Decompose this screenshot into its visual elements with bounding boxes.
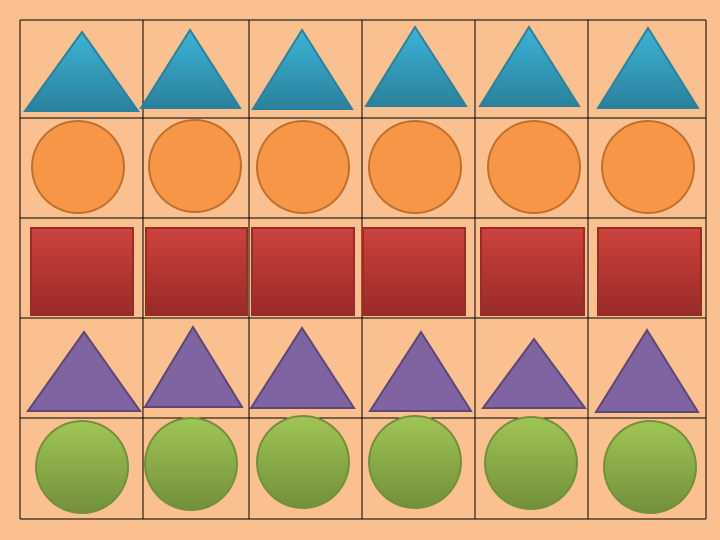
orange-circle-shape: [31, 120, 125, 214]
blue-triangle-shape: [478, 25, 581, 107]
green-circle-shape: [35, 420, 129, 514]
red-square-shape: [362, 227, 466, 316]
blue-triangle-shape: [364, 25, 468, 107]
purple-triangle-shape: [249, 326, 356, 409]
red-square-shape: [145, 227, 248, 316]
red-square-shape: [30, 227, 134, 316]
green-circle-shape: [484, 416, 578, 510]
green-circle-shape: [368, 415, 462, 509]
purple-triangle-shape: [26, 330, 142, 412]
red-square-shape: [251, 227, 355, 316]
red-square-shape: [597, 227, 702, 316]
orange-circle-shape: [256, 120, 350, 214]
green-circle-shape: [256, 415, 350, 509]
orange-circle-shape: [601, 120, 695, 214]
green-circle-shape: [144, 417, 238, 511]
purple-triangle-shape: [143, 325, 244, 408]
purple-triangle-shape: [481, 337, 587, 409]
red-square-shape: [480, 227, 585, 316]
purple-triangle-shape: [368, 330, 473, 412]
orange-circle-shape: [487, 120, 581, 214]
blue-triangle-shape: [23, 30, 140, 112]
purple-triangle-shape: [594, 328, 700, 413]
orange-circle-shape: [368, 120, 462, 214]
green-circle-shape: [603, 420, 697, 514]
blue-triangle-shape: [596, 26, 700, 109]
blue-triangle-shape: [251, 28, 354, 110]
grid-lines: [19, 19, 707, 520]
blue-triangle-shape: [139, 28, 242, 109]
shapes: [23, 25, 702, 514]
orange-circle-shape: [148, 119, 242, 213]
